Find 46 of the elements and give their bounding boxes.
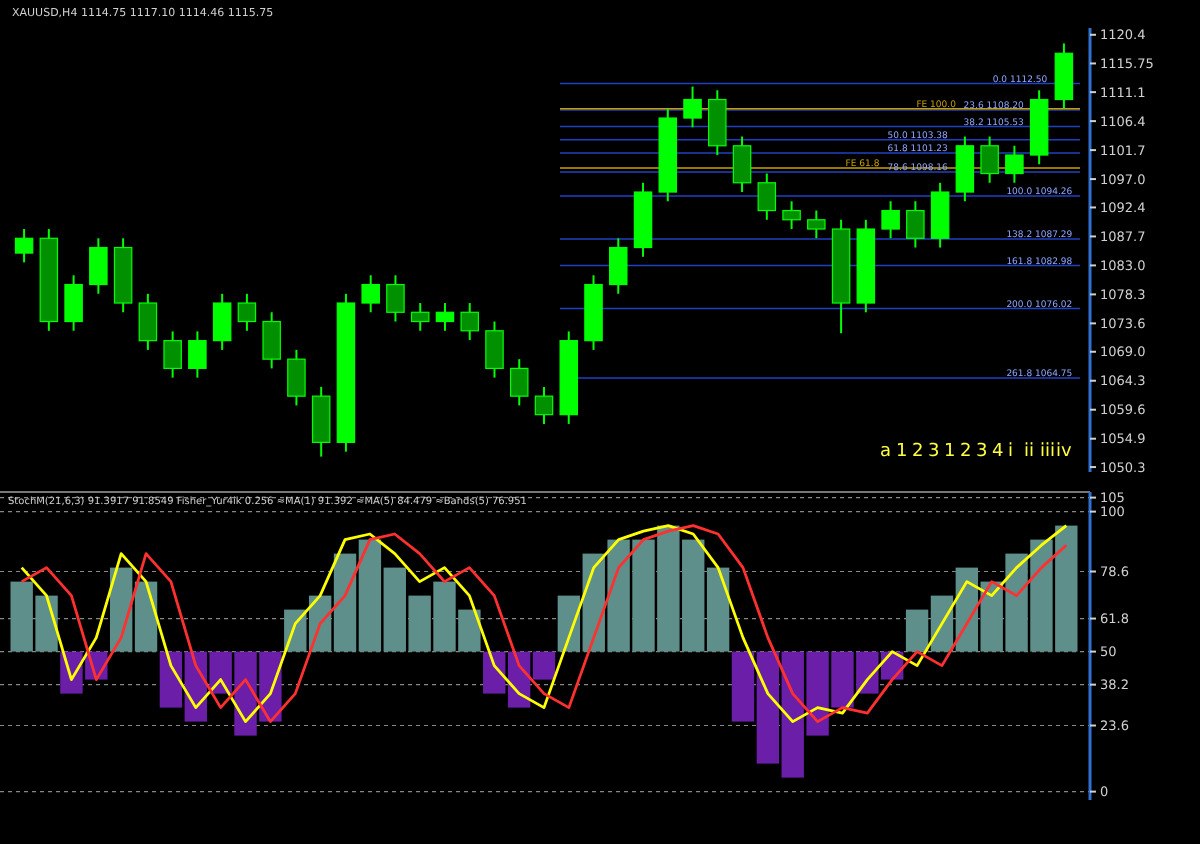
annotation: 1 <box>944 442 956 462</box>
candlestick <box>460 302 479 342</box>
candlestick <box>138 292 158 351</box>
line-series <box>20 524 1068 723</box>
candlestick <box>14 228 34 264</box>
candlestick <box>683 85 702 129</box>
annotation: 2 <box>960 442 972 462</box>
candlestick <box>212 292 232 351</box>
annotation: a <box>880 442 892 462</box>
annotation: i <box>1008 442 1014 462</box>
candlestick <box>980 135 999 184</box>
candlestick <box>311 385 331 458</box>
candlestick <box>163 330 182 379</box>
candlestick <box>534 385 554 425</box>
candlestick <box>262 311 281 370</box>
candlestick <box>930 181 950 249</box>
candlestick <box>485 320 504 379</box>
candlestick <box>782 200 801 231</box>
candlestick <box>1054 42 1074 110</box>
candlestick <box>287 348 306 407</box>
candlestick <box>906 200 925 249</box>
candlestick <box>807 209 826 240</box>
candlestick <box>708 89 727 157</box>
candlestick <box>89 237 108 295</box>
annotation: 3 <box>928 442 940 462</box>
candlestick <box>410 302 430 332</box>
annotation: iii <box>1040 442 1056 462</box>
candlestick <box>361 274 380 314</box>
candlestick <box>1005 144 1024 184</box>
candlestick <box>609 237 628 295</box>
candlestick <box>64 274 83 332</box>
candlestick <box>237 292 257 332</box>
annotation: 1 <box>896 442 908 462</box>
annotation: 3 <box>976 442 988 462</box>
candlestick <box>386 274 405 323</box>
candlestick <box>188 330 207 379</box>
annotation: 4 <box>992 442 1004 462</box>
annotation: 2 <box>912 442 924 462</box>
candlestick <box>881 200 900 240</box>
candlestick <box>509 358 529 407</box>
candlestick <box>757 172 777 221</box>
annotation: ii <box>1024 442 1035 462</box>
candlestick <box>435 302 455 332</box>
candlestick <box>732 135 752 194</box>
candlestick <box>955 135 975 203</box>
annotation: iv <box>1056 442 1073 462</box>
